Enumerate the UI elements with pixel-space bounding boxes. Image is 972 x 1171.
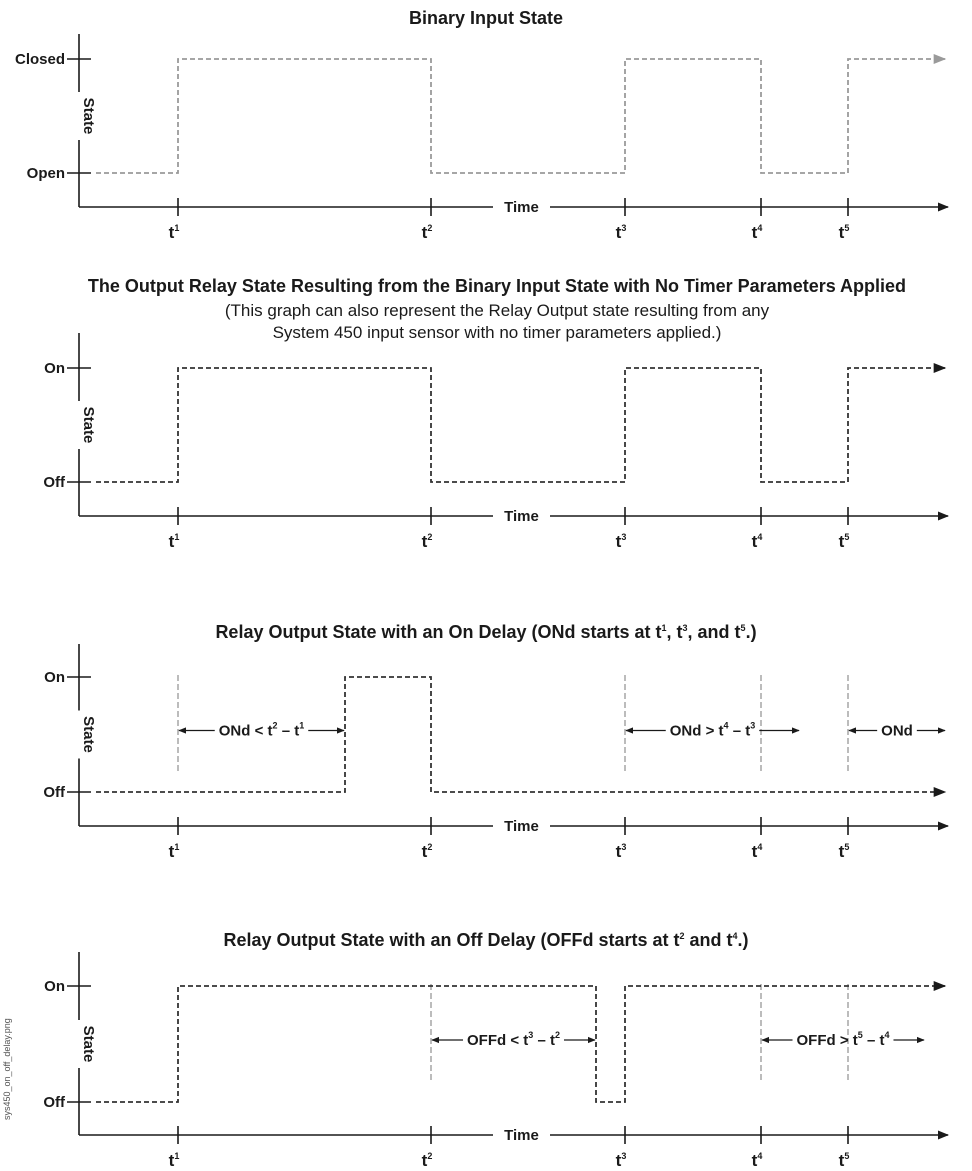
time-tick-label: t2​ (422, 223, 433, 242)
delay-annotation-label: ONd (881, 723, 913, 740)
time-tick-label: t1​ (169, 223, 180, 242)
delay-annotation-label: ONd > t4​ – t3​ (670, 721, 755, 740)
time-tick-label: t2​ (422, 1151, 433, 1170)
timing-panel-4: Relay Output State with an Off Delay (OF… (43, 930, 950, 1170)
level-label-high: On (44, 669, 65, 686)
time-tick-label: t4​ (752, 532, 763, 551)
panel-title: The Output Relay State Resulting from th… (88, 276, 906, 296)
delay-annotation-label: OFFd < t3​ – t2​ (467, 1030, 560, 1049)
delay-annotation: OFFd < t3​ – t2​ (431, 1030, 596, 1049)
delay-annotation-label: ONd < t2​ – t1​ (219, 721, 304, 740)
time-tick-label: t5​ (839, 532, 850, 551)
y-axis-label: State (80, 98, 97, 135)
time-tick-label: t3​ (616, 1151, 627, 1170)
y-label-backing (70, 1020, 88, 1068)
level-label-low: Off (43, 784, 66, 801)
time-tick-label: t4​ (752, 1151, 763, 1170)
panel-title: Relay Output State with an On Delay (ONd… (215, 622, 756, 642)
x-axis-label: Time (504, 508, 539, 525)
y-label-backing (70, 92, 88, 140)
panel-subtitle: System 450 input sensor with no timer pa… (273, 323, 722, 342)
delay-annotation: OFFd > t5​ – t4​ (761, 1030, 925, 1049)
level-label-high: Closed (15, 51, 65, 68)
time-tick-label: t2​ (422, 532, 433, 551)
time-tick-label: t1​ (169, 532, 180, 551)
state-waveform (96, 980, 947, 1103)
image-filename-label: sys450_on_off_delay.png (2, 1018, 12, 1120)
time-tick-label: t5​ (839, 223, 850, 242)
x-axis-label: Time (504, 199, 539, 216)
x-axis-label: Time (504, 1127, 539, 1144)
state-waveform (96, 676, 947, 798)
delay-annotation-label: OFFd > t5​ – t4​ (797, 1030, 890, 1049)
timing-panel-2: The Output Relay State Resulting from th… (43, 276, 950, 551)
level-label-low: Open (27, 165, 65, 182)
time-tick-label: t3​ (616, 223, 627, 242)
panel-title: Relay Output State with an Off Delay (OF… (223, 930, 748, 950)
level-label-high: On (44, 360, 65, 377)
y-axis-label: State (80, 1026, 97, 1063)
level-label-low: Off (43, 474, 66, 491)
panel-title: Binary Input State (409, 8, 563, 28)
time-tick-label: t1​ (169, 1151, 180, 1170)
time-tick-label: t5​ (839, 1151, 850, 1170)
time-tick-label: t2​ (422, 842, 433, 861)
time-tick-label: t3​ (616, 532, 627, 551)
y-label-backing (70, 710, 88, 759)
delay-annotation: ONd > t4​ – t3​ (625, 721, 800, 740)
delay-annotation: ONd (848, 723, 946, 740)
level-label-high: On (44, 978, 65, 995)
timing-panel-1: Binary Input State Time State Closed Open t1​… (15, 8, 950, 242)
y-axis-label: State (80, 407, 97, 444)
delay-annotation: ONd < t2​ – t1​ (178, 721, 345, 740)
x-axis-label: Time (504, 818, 539, 835)
panel-subtitle: (This graph can also represent the Relay… (225, 301, 770, 320)
time-tick-label: t3​ (616, 842, 627, 861)
state-waveform (96, 53, 947, 174)
time-tick-label: t4​ (752, 842, 763, 861)
y-label-backing (70, 401, 88, 449)
level-label-low: Off (43, 1094, 66, 1111)
state-waveform (96, 362, 947, 483)
time-tick-label: t5​ (839, 842, 850, 861)
timing-panel-3: Relay Output State with an On Delay (ONd… (43, 622, 950, 861)
time-tick-label: t1​ (169, 842, 180, 861)
time-tick-label: t4​ (752, 223, 763, 242)
y-axis-label: State (80, 716, 97, 753)
